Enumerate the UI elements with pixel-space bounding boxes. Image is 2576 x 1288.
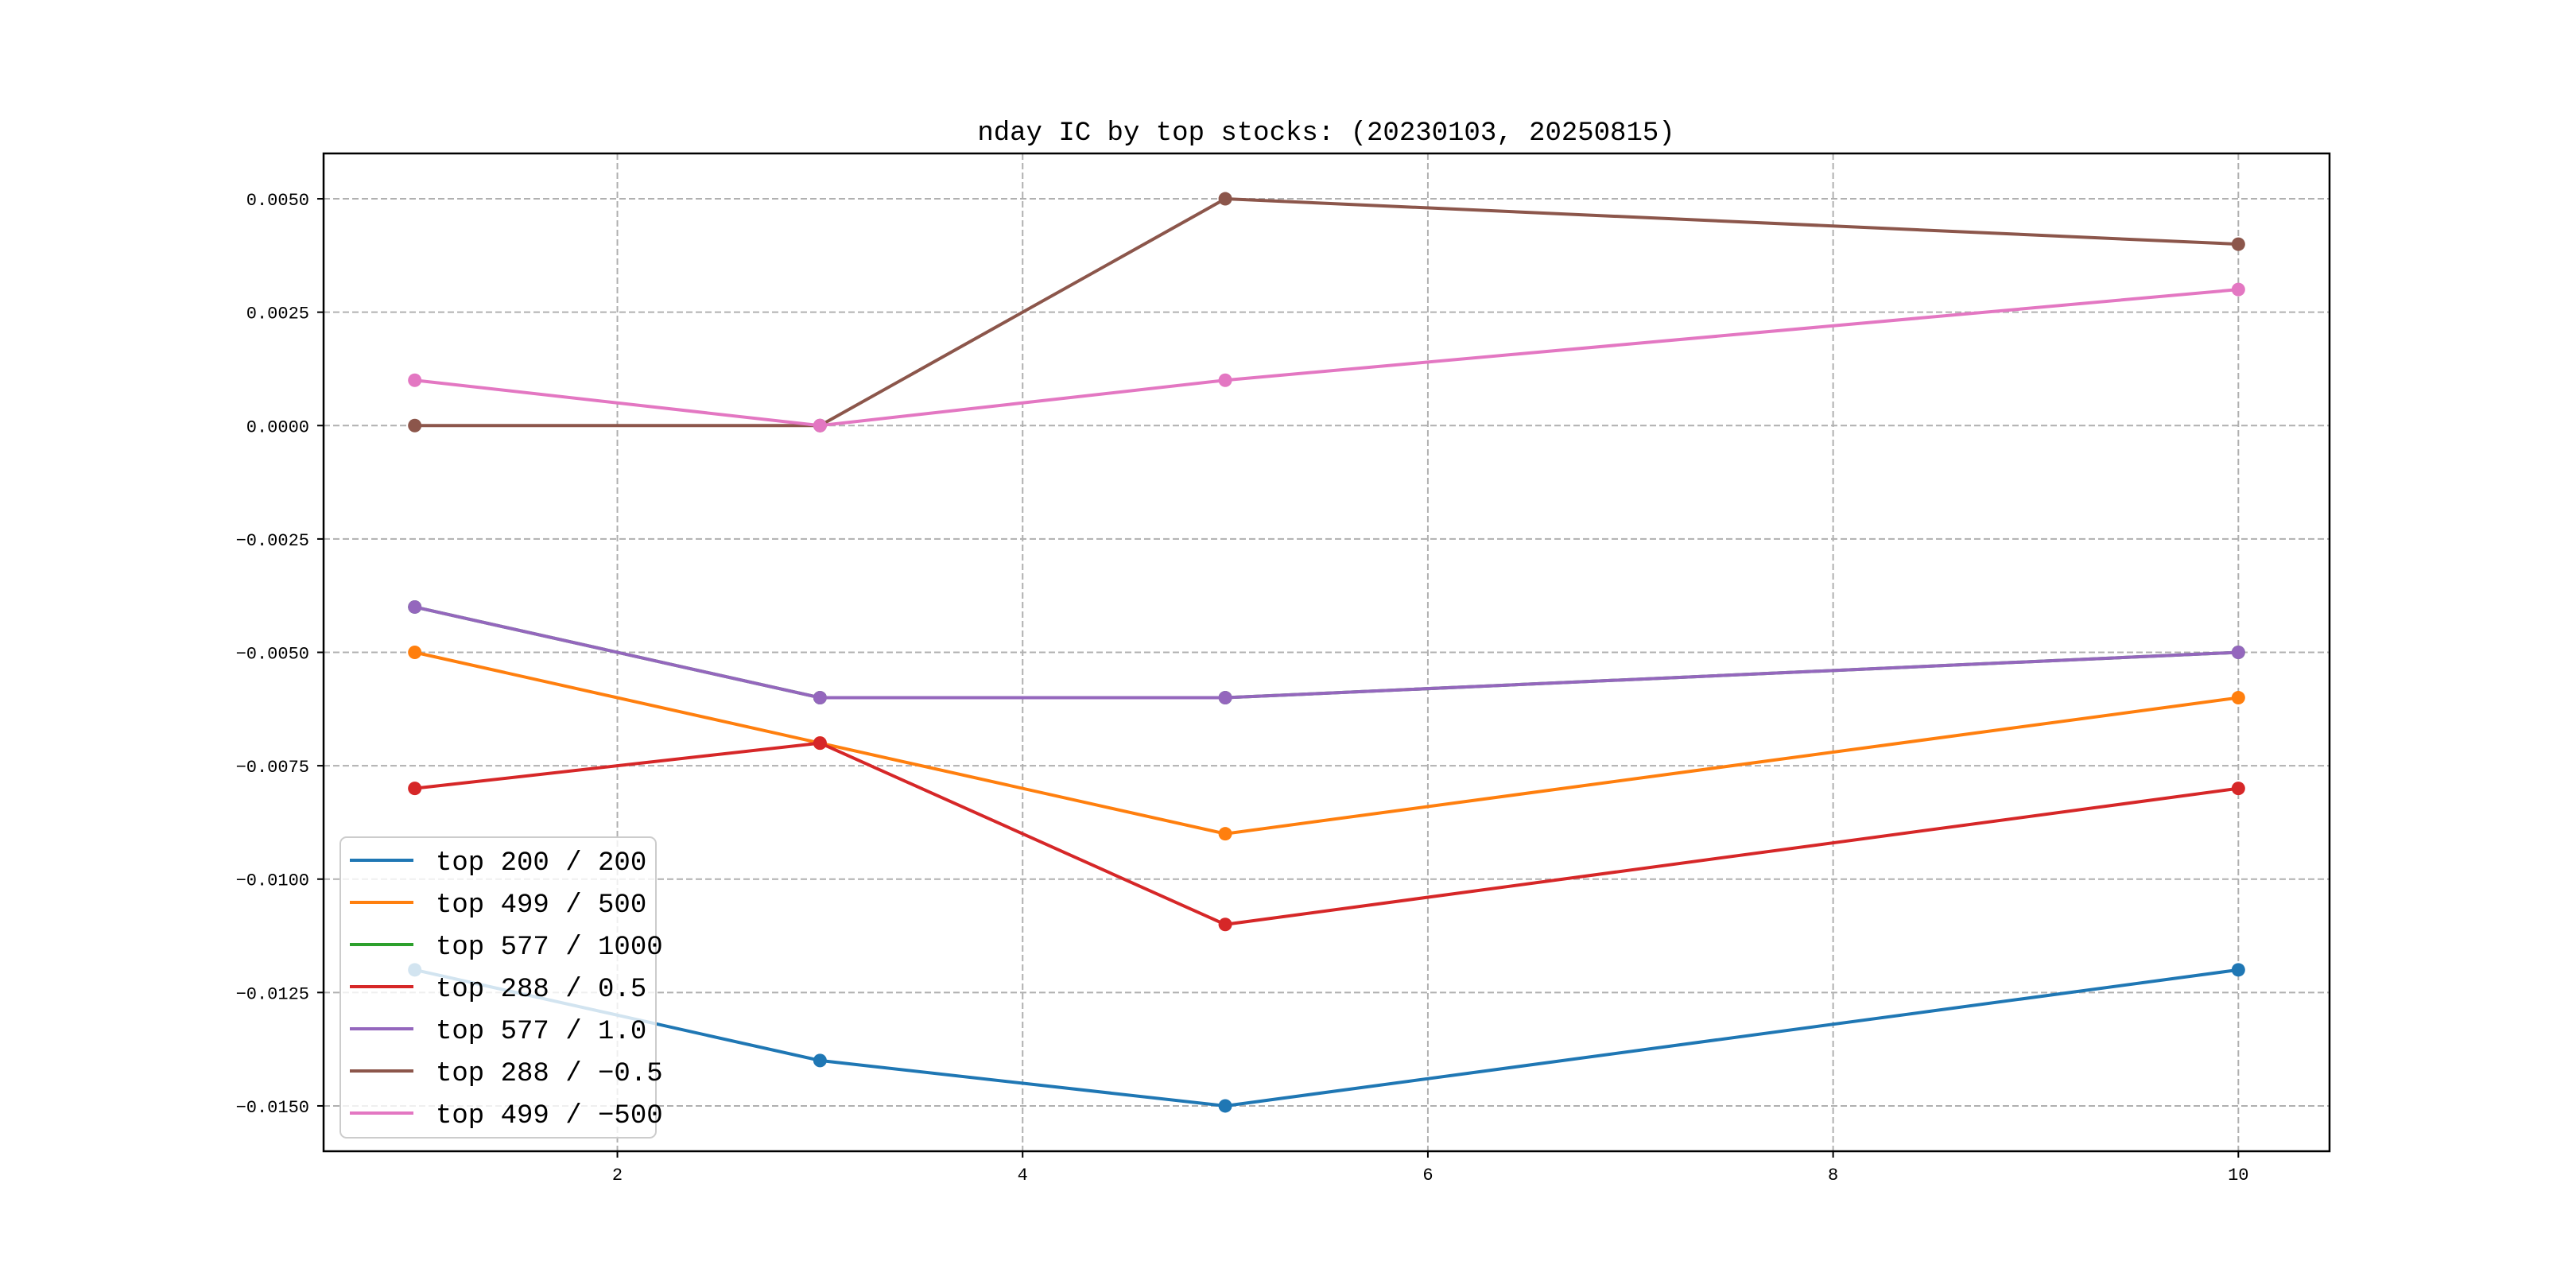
x-tick-label: 8 xyxy=(1828,1166,1838,1185)
data-point xyxy=(1218,1099,1232,1113)
data-point xyxy=(2231,282,2245,297)
series-1 xyxy=(408,646,2245,841)
y-tick-label: −0.0125 xyxy=(236,984,309,1004)
data-point xyxy=(1218,373,1232,387)
data-point xyxy=(2231,782,2245,796)
chart-title: nday IC by top stocks: (20230103, 202508… xyxy=(977,118,1674,149)
y-tick-label: 0.0000 xyxy=(246,417,309,437)
legend-label: top 200 / 200 xyxy=(436,848,646,879)
series-6 xyxy=(408,282,2245,433)
series-0 xyxy=(408,963,2245,1113)
y-tick-label: −0.0100 xyxy=(236,871,309,891)
data-point xyxy=(813,691,827,705)
series-line xyxy=(414,197,2239,428)
y-tick-label: 0.0025 xyxy=(246,305,309,324)
legend-label: top 499 / 500 xyxy=(436,890,646,921)
data-point xyxy=(408,599,422,614)
data-point xyxy=(813,418,827,433)
series-group xyxy=(408,192,2245,1113)
series-line xyxy=(414,650,2239,836)
legend-box xyxy=(339,836,657,1139)
data-point xyxy=(1218,691,1232,705)
y-tick-label: −0.0075 xyxy=(236,758,309,778)
legend: top 200 / 200 top 499 / 500 top 577 / 1000… xyxy=(339,836,663,1139)
legend-label: top 499 / −500 xyxy=(436,1101,663,1131)
y-tick-label: −0.0025 xyxy=(236,531,309,551)
data-point xyxy=(408,646,422,659)
legend-label: top 288 / −0.5 xyxy=(436,1059,663,1089)
series-line xyxy=(414,605,2239,700)
data-point xyxy=(813,736,827,751)
x-tick-label: 4 xyxy=(1018,1166,1028,1185)
legend-label: top 288 / 0.5 xyxy=(436,975,646,1005)
series-line xyxy=(414,741,2239,926)
data-point xyxy=(408,782,422,796)
data-point xyxy=(813,1053,827,1068)
series-line xyxy=(414,968,2239,1108)
data-point xyxy=(408,418,422,433)
data-point xyxy=(2231,963,2245,977)
data-point xyxy=(1218,192,1232,206)
grid xyxy=(324,153,2330,1151)
data-point xyxy=(1218,918,1232,932)
data-point xyxy=(2231,646,2245,659)
data-point xyxy=(2231,691,2245,705)
x-tick-label: 10 xyxy=(2228,1166,2248,1185)
ticks: 2 4 6 8 10 0.0050 0.0025 0.0000 −0.0025 −0.0050 −0… xyxy=(236,191,2249,1185)
series-3 xyxy=(408,736,2245,932)
x-tick-label: 6 xyxy=(1422,1166,1433,1185)
legend-label: top 577 / 1000 xyxy=(436,933,663,963)
y-tick-label: −0.0150 xyxy=(236,1098,309,1118)
data-point xyxy=(408,373,422,387)
y-tick-label: 0.0050 xyxy=(246,191,309,211)
x-tick-label: 2 xyxy=(612,1166,623,1185)
legend-label: top 577 / 1.0 xyxy=(436,1017,646,1047)
data-point xyxy=(1218,827,1232,841)
series-line xyxy=(414,288,2239,428)
y-tick-label: −0.0050 xyxy=(236,645,309,665)
data-point xyxy=(2231,237,2245,251)
series-4 xyxy=(408,599,2245,705)
